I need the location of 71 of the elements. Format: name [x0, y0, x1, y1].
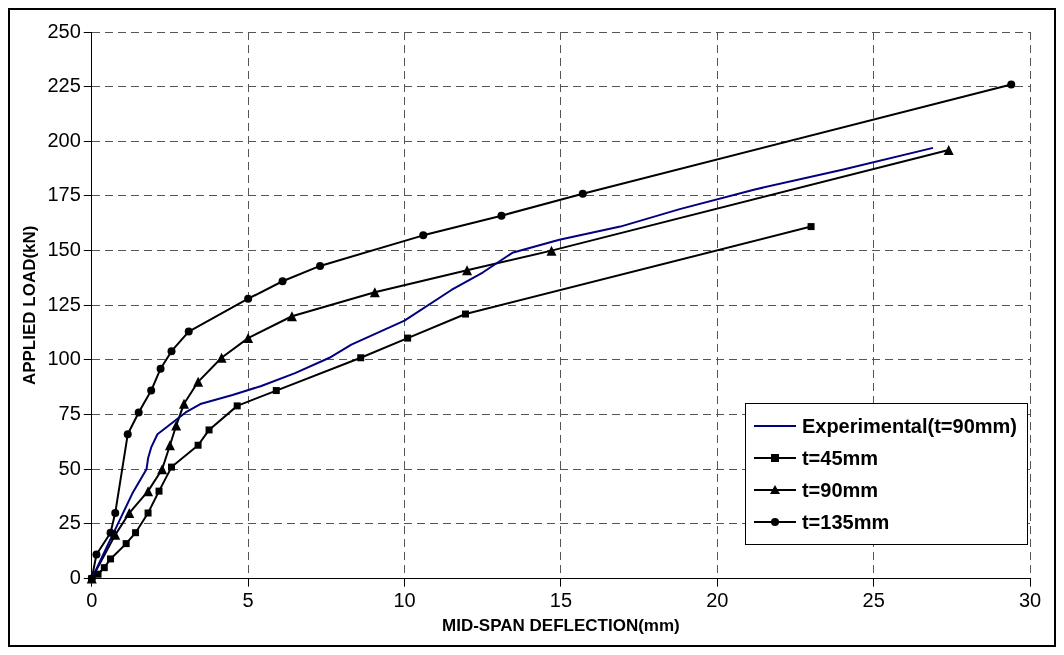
point — [244, 294, 253, 303]
point — [233, 402, 241, 410]
y-tick-label: 125 — [47, 292, 81, 315]
point — [546, 245, 557, 256]
y-tick-label: 200 — [47, 128, 81, 151]
point — [194, 441, 202, 449]
point — [369, 287, 380, 298]
x-axis-title: MID-SPAN DEFLECTION(mm) — [442, 616, 680, 636]
point — [184, 327, 193, 336]
point — [462, 310, 469, 318]
y-axis-title: APPLIED LOAD(kN) — [19, 225, 39, 386]
point — [147, 386, 156, 395]
point — [168, 463, 176, 471]
point — [193, 376, 204, 387]
x-tick-label: 20 — [706, 589, 729, 612]
point — [278, 277, 287, 286]
point — [157, 464, 168, 475]
legend-label: Experimental(t=90mm) — [801, 414, 1017, 438]
point — [164, 440, 175, 451]
y-tick-label: 75 — [58, 402, 81, 425]
point — [286, 311, 297, 322]
y-tick-label: 0 — [69, 566, 81, 589]
point — [94, 570, 102, 578]
point — [216, 352, 227, 363]
point — [122, 540, 130, 548]
point — [144, 509, 152, 517]
point — [124, 508, 135, 519]
legend-label: t=45mm — [801, 446, 879, 470]
point — [171, 420, 182, 431]
x-tick-label: 0 — [86, 589, 98, 612]
point — [167, 347, 176, 356]
point — [132, 529, 140, 537]
point — [316, 261, 325, 270]
x-tick-label: 15 — [549, 589, 573, 612]
point — [111, 509, 120, 518]
y-tick-label: 25 — [58, 511, 81, 534]
y-tick-label: 150 — [47, 238, 81, 261]
y-tick-label: 100 — [47, 347, 81, 370]
point — [100, 564, 108, 572]
x-tick-label: 5 — [242, 589, 254, 612]
point — [578, 189, 587, 198]
point — [419, 231, 428, 240]
point — [134, 408, 143, 417]
point — [92, 550, 101, 559]
point — [943, 145, 954, 156]
x-tick-label: 25 — [862, 589, 885, 612]
point — [497, 211, 506, 220]
point — [205, 426, 213, 434]
point — [156, 364, 165, 373]
x-tick-label: 30 — [1018, 589, 1042, 612]
point — [357, 354, 365, 362]
y-tick-label: 250 — [47, 19, 81, 42]
point — [404, 334, 412, 342]
point — [179, 398, 190, 409]
y-tick-label: 225 — [47, 74, 81, 97]
point — [110, 529, 121, 540]
point — [107, 555, 115, 563]
x-tick-label: 10 — [393, 589, 416, 612]
y-tick-label: 50 — [58, 456, 81, 479]
legend-label: t=90mm — [801, 478, 879, 502]
point — [1007, 80, 1016, 89]
y-tick-label: 175 — [47, 183, 81, 206]
point — [106, 528, 115, 537]
legend-label: t=135mm — [801, 510, 890, 534]
point — [272, 387, 280, 395]
point — [143, 486, 154, 497]
point — [123, 430, 132, 439]
point — [243, 333, 254, 344]
point — [462, 265, 473, 276]
point — [155, 487, 163, 495]
point — [807, 223, 815, 231]
